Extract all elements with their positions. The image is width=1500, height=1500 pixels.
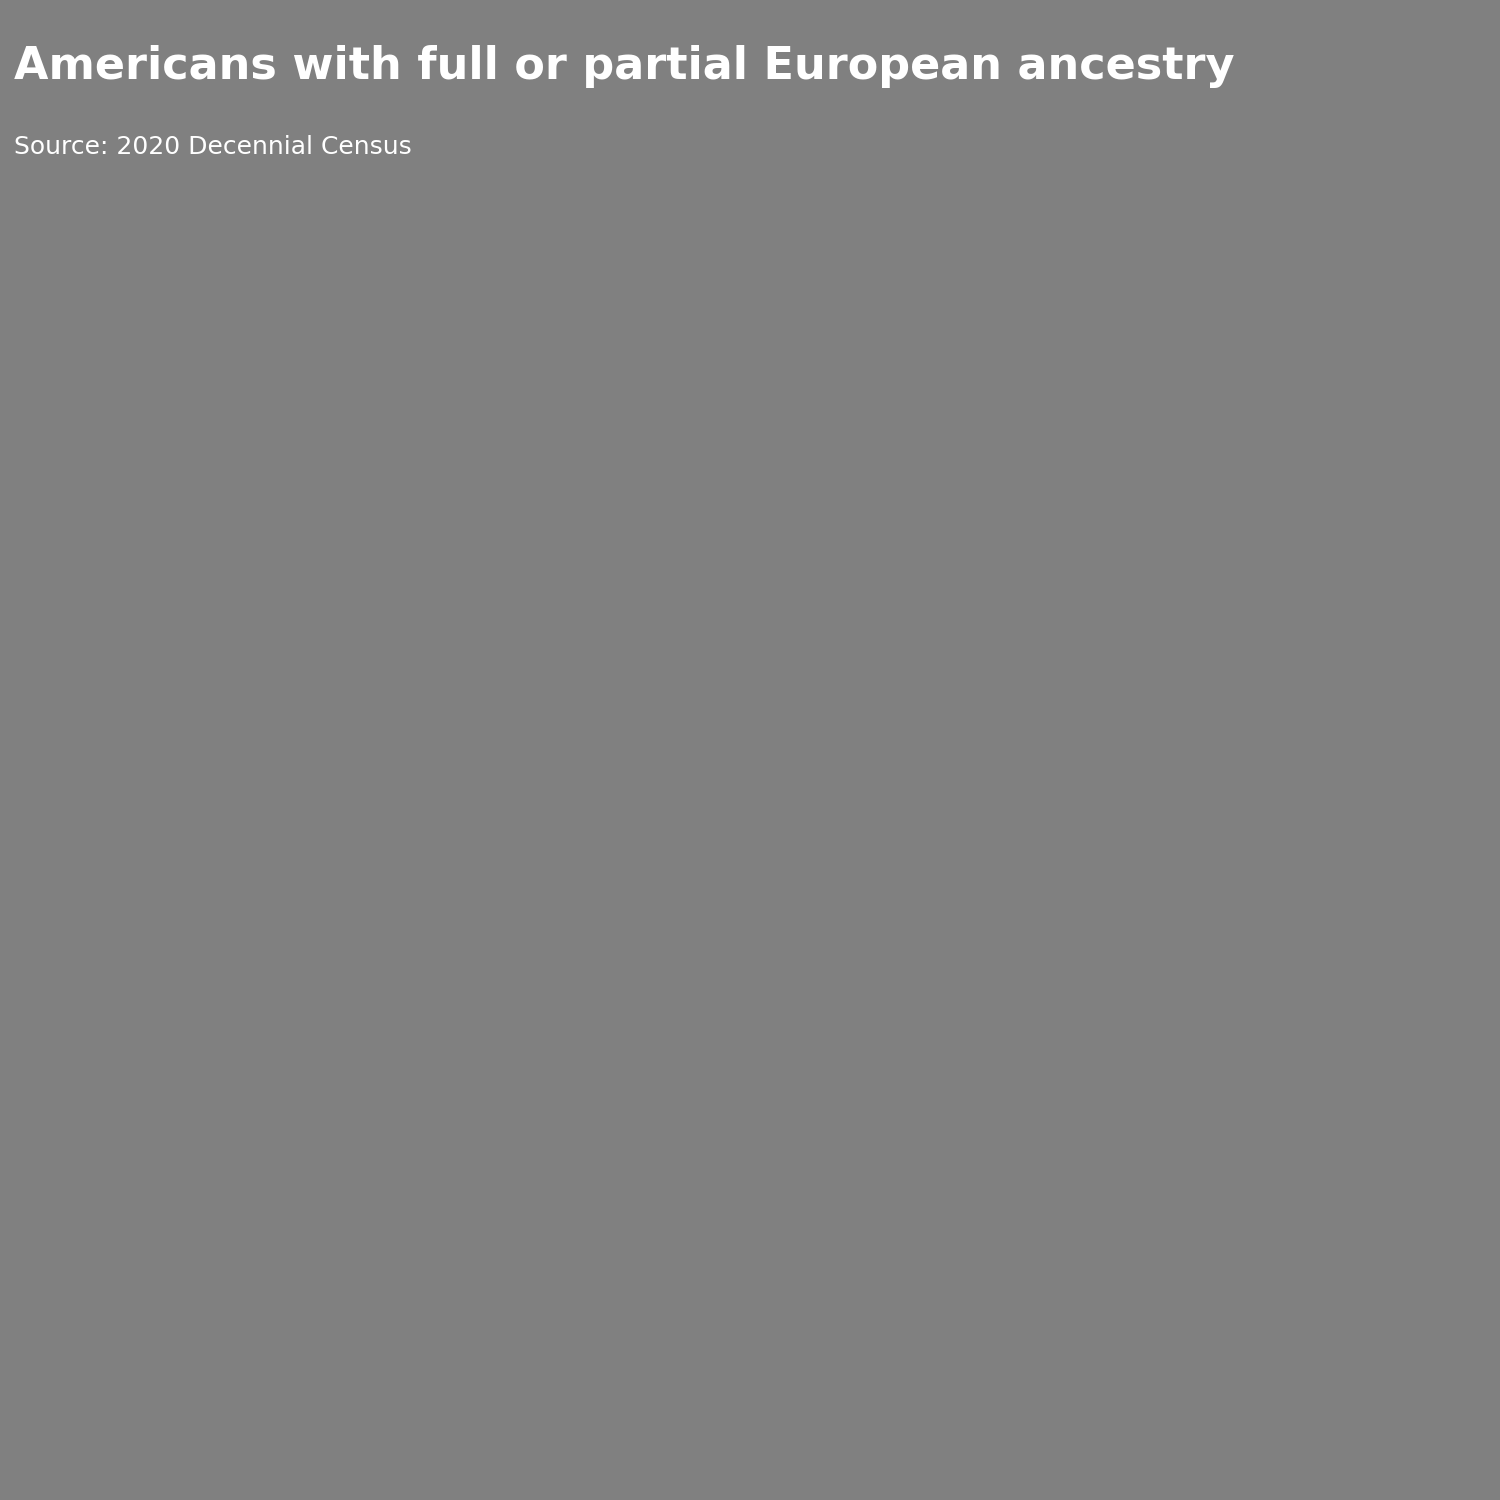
Text: Americans with full or partial European ancestry: Americans with full or partial European … xyxy=(15,45,1234,88)
Text: Source: 2020 Decennial Census: Source: 2020 Decennial Census xyxy=(15,135,412,159)
